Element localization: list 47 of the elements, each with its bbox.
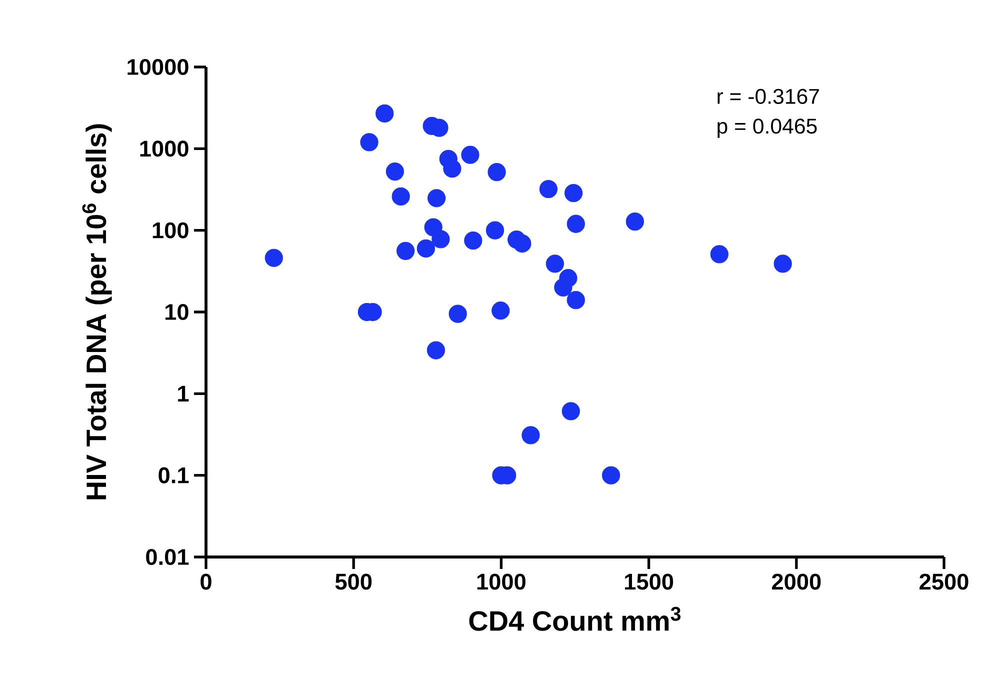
point — [443, 160, 462, 178]
y-tick-label: 0.1 — [158, 467, 189, 484]
point — [562, 402, 580, 420]
y-axis-title: HIV Total DNA (per 10$^{6}$ cells) — [82, 124, 112, 500]
x-tick-label: 1500 — [625, 574, 674, 590]
point — [492, 302, 510, 320]
y-tick-label: 10 — [166, 304, 188, 320]
point — [554, 278, 572, 296]
point — [513, 234, 532, 253]
y-tick-label: 100 — [152, 222, 188, 238]
annotation: r = -0.3167 — [718, 88, 819, 104]
point — [392, 187, 410, 206]
point — [360, 133, 378, 152]
point — [416, 239, 435, 258]
point — [427, 189, 446, 208]
point — [566, 214, 585, 233]
point — [432, 230, 450, 248]
point — [426, 341, 446, 360]
point — [522, 426, 540, 444]
point — [486, 221, 504, 240]
x-tick-label: 0 — [200, 574, 212, 590]
y-tick-label: 0.01 — [146, 548, 189, 566]
point — [539, 180, 558, 198]
y-tick-label: 1 — [178, 386, 189, 402]
point — [264, 248, 283, 267]
y-tick-label: 1000 — [140, 140, 188, 157]
point — [626, 212, 644, 231]
point — [774, 254, 792, 273]
point — [386, 162, 404, 181]
y-tick-label: 10000 — [128, 58, 188, 76]
point — [461, 146, 480, 164]
x-tick-label: 500 — [335, 574, 372, 590]
point — [602, 466, 620, 484]
point — [710, 245, 728, 264]
point — [376, 104, 394, 123]
point — [488, 163, 506, 182]
x-axis-title: CD4 Count mm$^{3}$ — [469, 606, 681, 631]
point — [546, 254, 564, 273]
annotation: p = 0.0465 — [718, 118, 817, 138]
point — [448, 304, 467, 323]
point — [464, 231, 482, 250]
point — [396, 242, 415, 260]
x-tick-label: 2000 — [772, 574, 821, 590]
x-tick-label: 1000 — [477, 574, 526, 590]
point — [564, 184, 583, 202]
x-tick-label: 2500 — [920, 574, 968, 590]
point — [566, 291, 585, 310]
